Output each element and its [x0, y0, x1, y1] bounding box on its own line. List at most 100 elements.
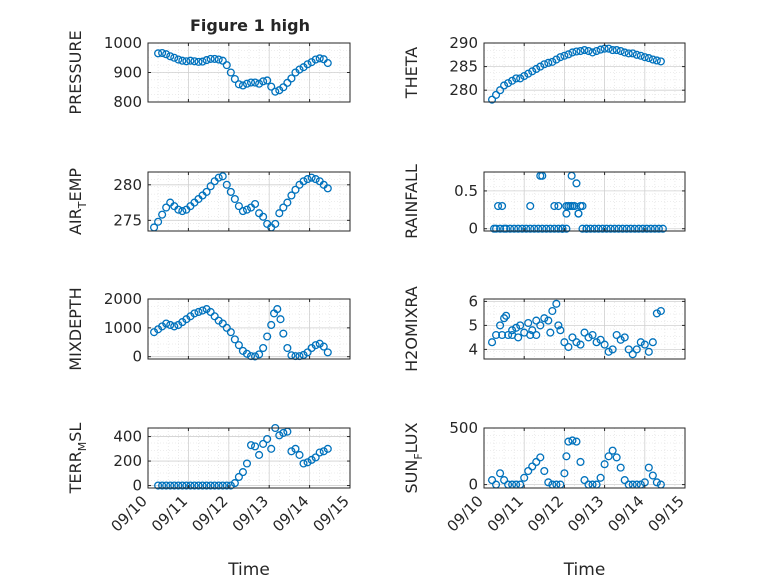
- data-point: [536, 321, 545, 330]
- data-point: [194, 481, 203, 490]
- data-point: [528, 462, 537, 471]
- data-point: [580, 476, 589, 485]
- data-point: [612, 453, 621, 462]
- data-point: [295, 65, 304, 74]
- data-point: [502, 311, 511, 320]
- y-tick-label: 1000: [104, 34, 142, 52]
- data-point: [226, 187, 235, 196]
- data-point: [614, 224, 623, 233]
- data-point: [303, 175, 312, 184]
- data-point: [218, 319, 227, 328]
- data-point: [323, 59, 332, 68]
- data-point: [319, 447, 328, 456]
- data-point: [606, 224, 615, 233]
- data-point: [576, 46, 585, 56]
- y-tick-label: 0: [132, 477, 142, 495]
- data-point: [656, 306, 665, 316]
- data-point: [494, 201, 503, 211]
- data-point: [620, 48, 629, 57]
- data-point: [487, 95, 497, 104]
- data-point: [303, 348, 312, 357]
- data-point: [299, 177, 308, 186]
- data-point: [600, 340, 609, 349]
- y-tick-label: 500: [449, 419, 478, 437]
- data-point: [206, 307, 215, 317]
- data-point: [554, 224, 563, 233]
- subplot-5: 0 1000 2000 MIXDEPTH: [66, 287, 351, 371]
- data-point: [158, 481, 167, 490]
- data-point: [222, 61, 231, 70]
- data-point: [287, 447, 296, 456]
- data-point: [186, 56, 195, 65]
- data-point: [251, 199, 260, 209]
- data-point: [534, 224, 543, 233]
- data-point: [154, 481, 163, 490]
- data-point: [634, 224, 643, 233]
- data-point: [532, 457, 541, 467]
- data-point: [536, 453, 545, 462]
- data-point: [206, 481, 215, 490]
- data-point: [658, 224, 667, 233]
- data-point: [568, 48, 577, 57]
- data-point: [616, 463, 625, 472]
- data-point: [524, 318, 533, 328]
- data-point: [186, 481, 195, 490]
- data-point: [166, 481, 175, 490]
- data-point: [238, 81, 247, 90]
- data-point: [514, 333, 523, 342]
- data-point: [182, 57, 191, 66]
- data-point: [222, 323, 231, 332]
- data-point: [323, 444, 332, 453]
- data-point: [544, 478, 553, 487]
- data-point: [646, 224, 655, 233]
- data-point: [323, 184, 332, 193]
- data-point: [315, 448, 324, 457]
- data-point: [610, 224, 619, 233]
- data-point: [267, 320, 276, 330]
- data-point: [255, 450, 264, 459]
- data-point: [178, 481, 187, 490]
- data-point: [504, 330, 513, 340]
- data-point: [279, 203, 288, 212]
- data-point: [572, 179, 581, 188]
- data-point: [638, 224, 647, 233]
- data-point: [295, 352, 304, 361]
- data-point: [564, 437, 573, 446]
- data-point: [259, 212, 268, 221]
- data-point: [174, 481, 183, 490]
- data-point: [315, 54, 324, 63]
- data-point: [198, 57, 207, 66]
- y-axis-label: SUNFLUX: [402, 422, 425, 493]
- data-point: [276, 315, 285, 324]
- y-axis-label: AIRTEMP: [66, 168, 89, 235]
- data-point: [287, 191, 296, 200]
- data-point: [299, 459, 308, 468]
- data-point: [556, 326, 565, 335]
- y-tick-label: 900: [113, 64, 142, 82]
- data-point: [562, 452, 571, 461]
- data-point: [550, 224, 559, 233]
- data-point: [578, 201, 587, 211]
- data-point: [242, 205, 252, 214]
- data-point: [584, 46, 593, 56]
- data-point: [596, 45, 605, 54]
- data-point: [283, 78, 292, 87]
- data-point: [259, 77, 268, 86]
- data-point: [652, 56, 661, 65]
- data-point: [166, 320, 175, 330]
- data-point: [588, 48, 597, 57]
- data-point: [550, 201, 559, 211]
- data-point: [496, 321, 505, 330]
- y-tick-label: 0: [468, 476, 478, 494]
- y-tick-label: 280: [113, 176, 142, 194]
- data-point: [586, 224, 595, 233]
- data-point: [608, 345, 617, 354]
- axes-box: [483, 42, 686, 103]
- data-point: [263, 434, 272, 444]
- data-point: [500, 224, 509, 233]
- data-point: [608, 446, 617, 455]
- data-point: [500, 314, 509, 323]
- y-tick-label: 285: [449, 58, 478, 76]
- data-point: [636, 51, 645, 60]
- data-point: [492, 330, 501, 340]
